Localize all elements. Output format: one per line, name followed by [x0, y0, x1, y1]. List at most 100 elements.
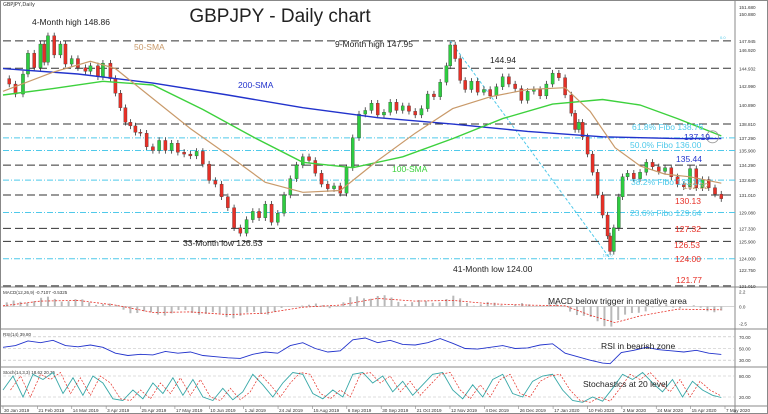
candle-body	[326, 183, 330, 189]
label-200-sma: 200-SMA	[238, 80, 274, 90]
macd-histogram-bar	[26, 302, 29, 307]
macd-histogram-bar	[122, 306, 125, 310]
macd-histogram-bar	[603, 306, 606, 327]
macd-histogram-bar	[672, 306, 675, 308]
candle-body	[475, 81, 480, 93]
candle-body	[580, 122, 585, 137]
macd-histogram-bar	[637, 306, 640, 313]
macd-histogram-bar	[479, 304, 482, 307]
macd-note: MACD below trigger in negative area	[548, 296, 687, 306]
date-axis-label: 17 May 2019	[176, 408, 203, 413]
candle-body	[363, 110, 367, 115]
label-9month-high: 9-Month high 147.95	[335, 39, 413, 49]
candle-body	[557, 72, 561, 78]
price-axis-label: 134.290	[739, 163, 756, 168]
candle-body	[357, 113, 361, 138]
macd-histogram-bar	[198, 306, 201, 315]
macd-histogram-bar	[177, 306, 180, 311]
candle-body	[257, 211, 261, 218]
price-axis-label: 131.010	[739, 193, 756, 198]
macd-histogram-bar	[431, 302, 434, 307]
candle-body	[123, 107, 128, 123]
label-132-32: 132.32	[683, 181, 709, 191]
candle-body	[201, 151, 205, 165]
macd-histogram-bar	[19, 301, 22, 307]
label-fibo-382: 38.2% Fibo 133.16	[631, 177, 703, 187]
macd-histogram-bar	[582, 306, 585, 316]
date-axis-label: 24 Jul 2019	[279, 408, 303, 413]
candle-body	[453, 44, 457, 59]
macd-histogram-bar	[308, 304, 311, 307]
candle-body	[419, 108, 424, 116]
candle-body	[219, 183, 224, 198]
rsi-axis-label: 70.00	[739, 335, 751, 340]
candle-body	[632, 173, 636, 179]
macd-histogram-bar	[191, 306, 194, 313]
macd-histogram-bar	[266, 306, 269, 315]
candle-body	[263, 203, 268, 218]
label-4month-high: 4-Month high 148.86	[32, 17, 110, 27]
date-axis-label: 24 Mar 2020	[657, 408, 683, 413]
macd-histogram-bar	[692, 305, 695, 307]
candle-body	[719, 193, 724, 199]
candle-body	[344, 167, 349, 194]
macd-histogram-bar	[204, 306, 207, 314]
macd-axis-label: 0.0	[739, 304, 746, 309]
candle-body	[176, 143, 180, 153]
macd-histogram-bar	[417, 300, 420, 307]
macd-histogram-bar	[706, 306, 709, 312]
candle-body	[26, 52, 30, 75]
candle-body	[58, 43, 63, 56]
candle-body	[605, 214, 610, 237]
candle-body	[500, 76, 505, 87]
stoch-axis-label: 20.00	[739, 395, 751, 400]
macd-histogram-bar	[81, 299, 84, 307]
candle-body	[319, 173, 324, 185]
candle-body	[194, 151, 199, 157]
candle-body	[432, 93, 436, 97]
macd-histogram-bar	[67, 301, 70, 307]
macd-histogram-bar	[211, 306, 214, 313]
candle-body	[307, 156, 311, 161]
macd-histogram-bar	[624, 306, 627, 315]
macd-histogram-bar	[259, 306, 262, 314]
candle-body	[638, 172, 642, 179]
rsi-axis-label: 50.00	[739, 347, 751, 352]
macd-histogram-bar	[60, 301, 63, 307]
candle-body	[282, 194, 286, 214]
candle-body	[585, 136, 590, 155]
macd-histogram-bar	[472, 305, 475, 307]
label-121-77: 121.77	[676, 275, 702, 285]
label-fibo-618: 61.8% Fibo 138.76	[632, 122, 704, 132]
macd-histogram-bar	[136, 306, 139, 313]
candle-body	[313, 160, 318, 174]
macd-histogram-bar	[40, 297, 43, 307]
macd-histogram-bar	[95, 304, 98, 307]
macd-histogram-bar	[459, 298, 462, 307]
candle-body	[52, 35, 56, 56]
candle-body	[207, 163, 211, 181]
candle-body	[188, 153, 193, 157]
macd-histogram-bar	[156, 306, 159, 315]
candle-body	[69, 58, 74, 65]
macd-histogram-bar	[33, 301, 36, 307]
macd-histogram-bar	[589, 306, 592, 318]
label-fibo-236: 23.6% Fibo 129.64	[630, 208, 702, 218]
date-axis-label: 1 Jul 2019	[245, 408, 267, 413]
price-axis-label: 122.750	[739, 268, 756, 273]
candle-body	[488, 89, 492, 97]
label-fibo-500: 50.0% Fibo 136.00	[630, 140, 702, 150]
candle-body	[244, 219, 249, 234]
candle-body	[118, 92, 123, 108]
date-axis-label: 6 Sep 2019	[348, 408, 372, 413]
candle-body	[238, 227, 243, 234]
candle-body	[682, 183, 686, 187]
date-axis-label: 14 Mar 2019	[73, 408, 99, 413]
macd-histogram-bar	[493, 302, 496, 307]
label-127-32: 127.32	[675, 224, 701, 234]
candle-body	[469, 81, 474, 90]
price-axis-label: 135.900	[739, 148, 756, 153]
macd-histogram-bar	[438, 302, 441, 307]
candle-body	[42, 43, 46, 63]
